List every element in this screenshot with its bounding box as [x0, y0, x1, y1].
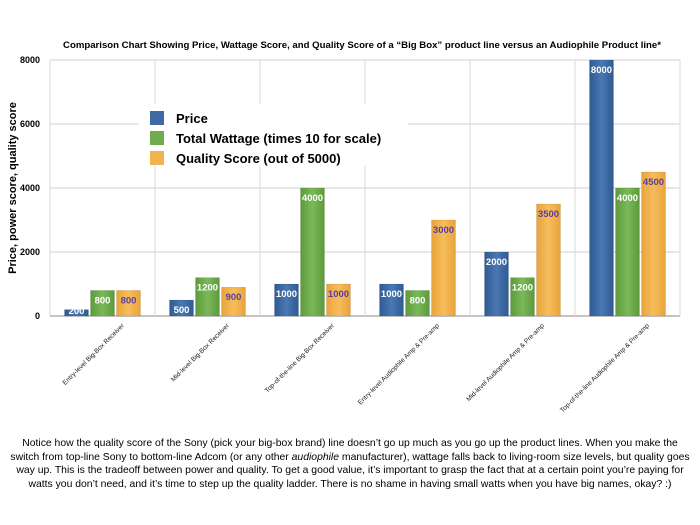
bar — [64, 309, 89, 317]
data-label: 1200 — [512, 283, 533, 294]
x-tick-label: Mid-level Audiophile Amp & Pre-amp — [465, 322, 546, 403]
y-tick-label: 2000 — [20, 247, 40, 257]
bar — [589, 59, 614, 317]
x-tick-label: Top-of-the-line Big-Box Receiver — [264, 322, 337, 395]
x-tick-label: Mid-level Big-Box Receiver — [170, 322, 231, 383]
y-tick-label: 0 — [35, 311, 40, 321]
y-axis-ticks: 0 2000 4000 6000 8000 — [20, 55, 40, 321]
data-label: 3500 — [538, 209, 559, 220]
data-label: 900 — [226, 292, 242, 303]
data-label: 8000 — [591, 65, 612, 76]
y-axis-label: Price, power score, quality score — [7, 102, 19, 274]
data-label: 2000 — [486, 257, 507, 268]
bars — [64, 59, 666, 317]
data-labels: 200 800 800 500 1200 900 1000 4000 1000 1000 800 30… — [69, 65, 665, 317]
data-label: 800 — [95, 295, 111, 306]
bar — [484, 251, 509, 317]
legend-swatch — [150, 151, 164, 165]
caption: Notice how the quality score of the Sony… — [8, 437, 692, 491]
bar — [510, 277, 535, 317]
bar — [195, 277, 220, 317]
bar — [274, 283, 299, 317]
data-label: 800 — [121, 295, 137, 306]
bar — [379, 283, 404, 317]
data-label: 1000 — [328, 289, 349, 300]
legend-box — [138, 104, 408, 166]
bar — [90, 290, 115, 317]
bar — [169, 299, 194, 317]
data-label: 200 — [69, 306, 85, 317]
caption-emphasis: audiophile — [291, 451, 340, 463]
x-tick-label: Entry-level Big-Box Receiver — [62, 322, 127, 387]
y-tick-label: 6000 — [20, 119, 40, 129]
data-label: 1200 — [197, 283, 218, 294]
data-label: 500 — [174, 305, 190, 316]
caption-text-part1: Notice how the quality score of the Sony… — [10, 438, 678, 463]
bar — [300, 187, 325, 317]
legend: Price Total Wattage (times 10 for scale) Q… — [138, 104, 408, 166]
x-axis-labels: Entry-level Big-Box Receiver Mid-level Bi… — [62, 322, 652, 414]
legend-swatch — [150, 131, 164, 145]
gridlines — [49, 59, 681, 317]
bar-chart: Comparison Chart Showing Price, Wattage … — [7, 40, 681, 414]
bar — [536, 203, 561, 317]
data-label: 4000 — [617, 193, 638, 204]
y-tick-label: 8000 — [20, 55, 40, 65]
data-label: 1000 — [276, 289, 297, 300]
data-label: 3000 — [433, 225, 454, 236]
bar — [431, 219, 456, 317]
legend-label: Quality Score (out of 5000) — [176, 151, 341, 166]
bar — [641, 171, 666, 317]
bar — [116, 290, 141, 317]
bar — [615, 187, 640, 317]
data-label: 1000 — [381, 289, 402, 300]
x-tick-label: Entry-level Audiophile Amp & Pre-amp — [357, 322, 441, 406]
chart-title: Comparison Chart Showing Price, Wattage … — [63, 40, 661, 51]
data-label: 4500 — [643, 177, 664, 188]
bar — [221, 286, 246, 317]
bar — [326, 283, 351, 317]
x-tick-label: Top-of-the-line Audiophile Amp & Pre-amp — [559, 322, 651, 414]
bar — [405, 290, 430, 317]
legend-label: Price — [176, 111, 208, 126]
caption-text-part2: manufacturer), wattage falls back to liv… — [16, 451, 690, 490]
y-tick-label: 4000 — [20, 183, 40, 193]
data-label: 4000 — [302, 193, 323, 204]
legend-label: Total Wattage (times 10 for scale) — [176, 131, 381, 146]
data-label: 800 — [410, 295, 426, 306]
legend-swatch — [150, 111, 164, 125]
